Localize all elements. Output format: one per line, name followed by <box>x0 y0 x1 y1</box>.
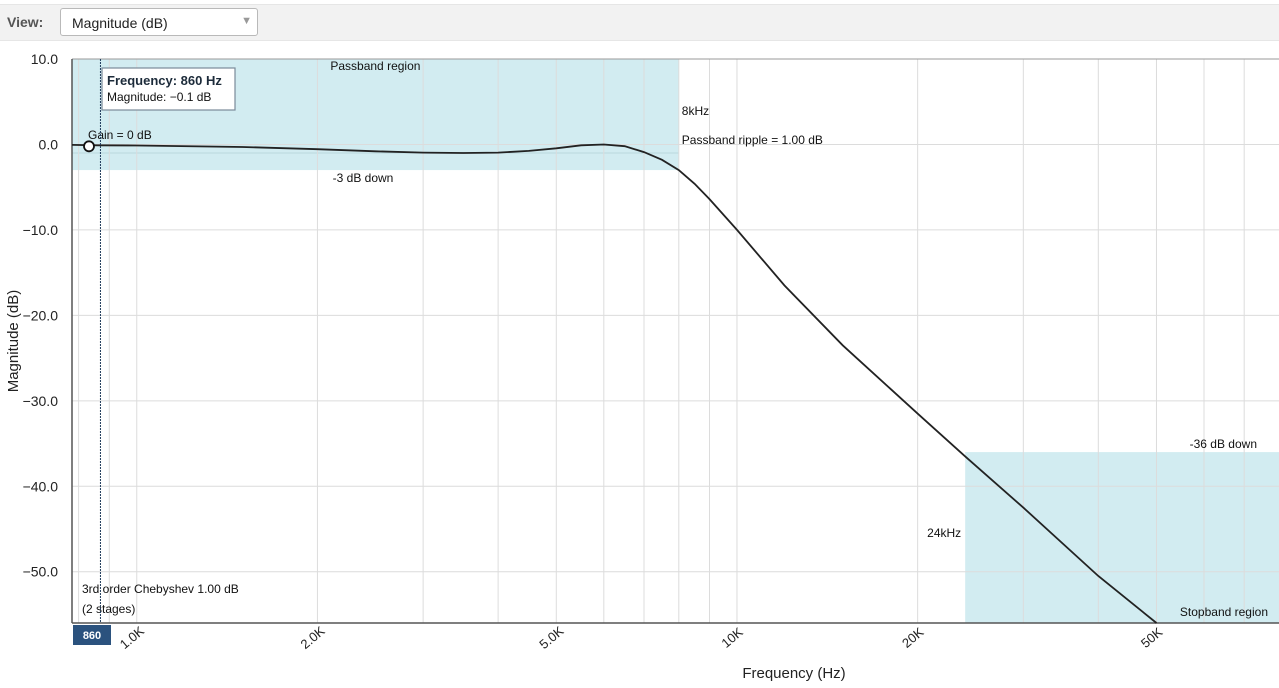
x-tick-label: 5.0K <box>536 623 566 652</box>
view-select-value: Magnitude (dB) <box>72 15 168 31</box>
stopband-edge-label: 24kHz <box>927 526 961 540</box>
y-tick-label: −10.0 <box>23 222 59 238</box>
gain-label: Gain = 0 dB <box>88 128 152 142</box>
cursor-marker <box>83 140 95 153</box>
x-tick-label: 50K <box>1138 624 1166 651</box>
y-tick-label: 0.0 <box>39 136 59 152</box>
y-axis-title: Magnitude (dB) <box>5 290 22 393</box>
y-tick-label: −40.0 <box>23 478 59 494</box>
view-label: View: <box>7 14 44 30</box>
magnitude-line <box>71 143 1158 624</box>
passband-region-label: Passband region <box>330 59 420 73</box>
stopband-down-label: -36 dB down <box>1190 437 1257 451</box>
x-tick-label: 10K <box>718 624 746 651</box>
cursor-tooltip <box>101 67 236 111</box>
filter-type-label: 3rd order Chebyshev 1.00 dB <box>82 582 239 596</box>
x-tick-label: 2.0K <box>297 623 327 652</box>
view-toolbar: View: Magnitude (dB) ▼ <box>0 4 1279 41</box>
x-axis-title: Frequency (Hz) <box>742 665 845 682</box>
y-tick-label: −50.0 <box>23 564 59 580</box>
y-tick-label: 10.0 <box>31 51 58 67</box>
y-tick-label: −20.0 <box>23 307 59 323</box>
cursor-axis-badge <box>73 625 111 645</box>
stopband-region-label: Stopband region <box>1180 605 1268 619</box>
passband-edge-label: 8kHz <box>682 104 709 118</box>
y-tick-label: −30.0 <box>23 393 59 409</box>
chevron-down-icon: ▼ <box>241 15 252 27</box>
x-tick-label: 20K <box>899 624 927 651</box>
stopband-region <box>965 452 1279 623</box>
cursor-axis-badge-label: 860 <box>83 630 101 642</box>
filter-stages-label: (2 stages) <box>82 602 135 616</box>
cursor-tooltip-value: Magnitude: −0.1 dB <box>107 90 211 104</box>
cursor-tooltip-title: Frequency: 860 Hz <box>107 73 222 88</box>
x-tick-label: 1.0K <box>117 623 147 652</box>
view-select[interactable]: Magnitude (dB) ▼ <box>60 8 258 36</box>
passband-ripple-label: Passband ripple = 1.00 dB <box>682 133 823 147</box>
passband-down-label: -3 dB down <box>333 171 394 185</box>
